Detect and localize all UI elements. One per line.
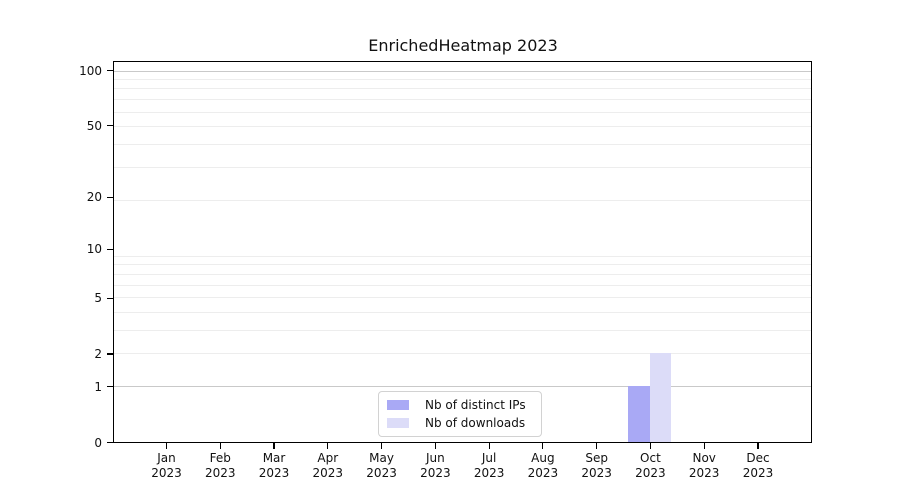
major-gridline <box>114 70 811 72</box>
y-tick-mark <box>107 441 113 444</box>
x-tick-label: Oct 2023 <box>618 451 682 481</box>
x-tick-year: 2023 <box>688 466 720 480</box>
x-tick-month: Jul <box>481 451 497 465</box>
x-tick-month: Jun <box>425 451 445 465</box>
x-tick-label: Mar 2023 <box>242 451 306 481</box>
y-tick-mark <box>107 248 113 250</box>
minor-gridline <box>114 111 811 113</box>
legend-swatch-1 <box>387 418 409 428</box>
x-tick-year: 2023 <box>635 466 666 480</box>
x-tick-month: Aug <box>531 451 555 465</box>
x-tick-label: May 2023 <box>350 451 414 481</box>
y-tick-label: 20 <box>86 190 102 205</box>
x-tick-mark <box>488 443 490 449</box>
y-tick-label: 1 <box>94 379 102 394</box>
y-tick-label: 2 <box>94 346 102 361</box>
minor-gridline <box>114 273 811 275</box>
x-tick-mark <box>542 443 544 449</box>
x-tick-label: Sep 2023 <box>565 451 629 481</box>
x-tick-label: Jan 2023 <box>135 451 199 481</box>
minor-gridline <box>114 200 811 202</box>
y-tick-mark <box>107 196 113 198</box>
x-tick-mark <box>219 443 221 449</box>
y-tick-label: 0 <box>94 435 102 450</box>
chart-title: EnrichedHeatmap 2023 <box>368 36 558 55</box>
x-tick-year: 2023 <box>742 466 774 480</box>
x-tick-year: 2023 <box>527 466 559 480</box>
x-tick-mark <box>165 443 168 449</box>
minor-gridline <box>114 352 811 354</box>
y-tick-label: 100 <box>79 63 102 78</box>
x-tick-month: Jan <box>157 451 176 465</box>
minor-gridline <box>114 256 811 257</box>
x-tick-month: Mar <box>262 451 286 465</box>
x-tick-mark <box>434 443 436 449</box>
x-tick-month: May <box>369 451 394 465</box>
y-tick-label: 5 <box>94 291 102 306</box>
x-tick-year: 2023 <box>258 466 290 480</box>
x-tick-month: Oct <box>640 451 661 465</box>
x-tick-label: Feb 2023 <box>188 451 252 481</box>
minor-gridline <box>114 167 811 169</box>
minor-gridline <box>114 78 811 80</box>
minor-gridline <box>114 297 811 299</box>
x-tick-mark <box>649 443 652 449</box>
legend-label: Nb of distinct IPs <box>425 398 526 412</box>
x-tick-year: 2023 <box>151 466 182 480</box>
x-tick-month: Feb <box>209 451 231 465</box>
minor-gridline <box>114 329 811 331</box>
y-tick-mark <box>107 125 113 127</box>
x-tick-mark <box>757 443 759 449</box>
y-tick-mark <box>107 386 113 388</box>
x-tick-mark <box>703 443 705 449</box>
y-tick-label: 10 <box>86 242 102 257</box>
y-tick-mark <box>107 70 113 72</box>
x-tick-mark <box>273 443 275 449</box>
x-tick-year: 2023 <box>312 466 344 480</box>
minor-gridline <box>114 264 811 266</box>
minor-gridline <box>114 88 811 90</box>
x-tick-month: Dec <box>746 451 770 465</box>
x-tick-month: Sep <box>585 451 608 465</box>
bar-nb-of-downloads <box>649 353 672 442</box>
x-tick-year: 2023 <box>366 466 397 480</box>
legend-item: Nb of downloads <box>387 416 541 430</box>
x-tick-month: Nov <box>692 451 716 465</box>
minor-gridline <box>114 311 811 313</box>
x-tick-label: Apr 2023 <box>296 451 360 481</box>
y-tick-label: 50 <box>86 118 102 133</box>
major-gridline <box>114 385 811 387</box>
x-tick-label: Dec 2023 <box>726 451 790 481</box>
y-tick-mark <box>107 297 113 299</box>
legend-swatch-0 <box>387 400 409 410</box>
legend-label: Nb of downloads <box>425 416 526 430</box>
plot-area <box>113 61 812 443</box>
legend: Nb of distinct IPs Nb of downloads <box>378 391 542 437</box>
x-tick-year: 2023 <box>473 466 505 480</box>
x-tick-label: Nov 2023 <box>672 451 736 481</box>
minor-gridline <box>114 126 811 128</box>
x-tick-year: 2023 <box>204 466 236 480</box>
x-tick-mark <box>327 443 329 449</box>
y-tick-mark <box>107 353 113 355</box>
x-tick-label: Aug 2023 <box>511 451 575 481</box>
x-tick-month: Apr <box>317 451 339 465</box>
x-tick-mark <box>596 443 598 449</box>
x-tick-label: Jun 2023 <box>403 451 467 481</box>
legend-item: Nb of distinct IPs <box>387 398 541 412</box>
x-tick-year: 2023 <box>581 466 612 480</box>
x-tick-year: 2023 <box>420 466 451 480</box>
minor-gridline <box>114 99 811 101</box>
bar-nb-of-distinct-ips <box>628 386 650 442</box>
minor-gridline <box>114 284 811 286</box>
minor-gridline <box>114 144 811 146</box>
x-tick-mark <box>380 443 383 449</box>
x-tick-label: Jul 2023 <box>457 451 521 481</box>
